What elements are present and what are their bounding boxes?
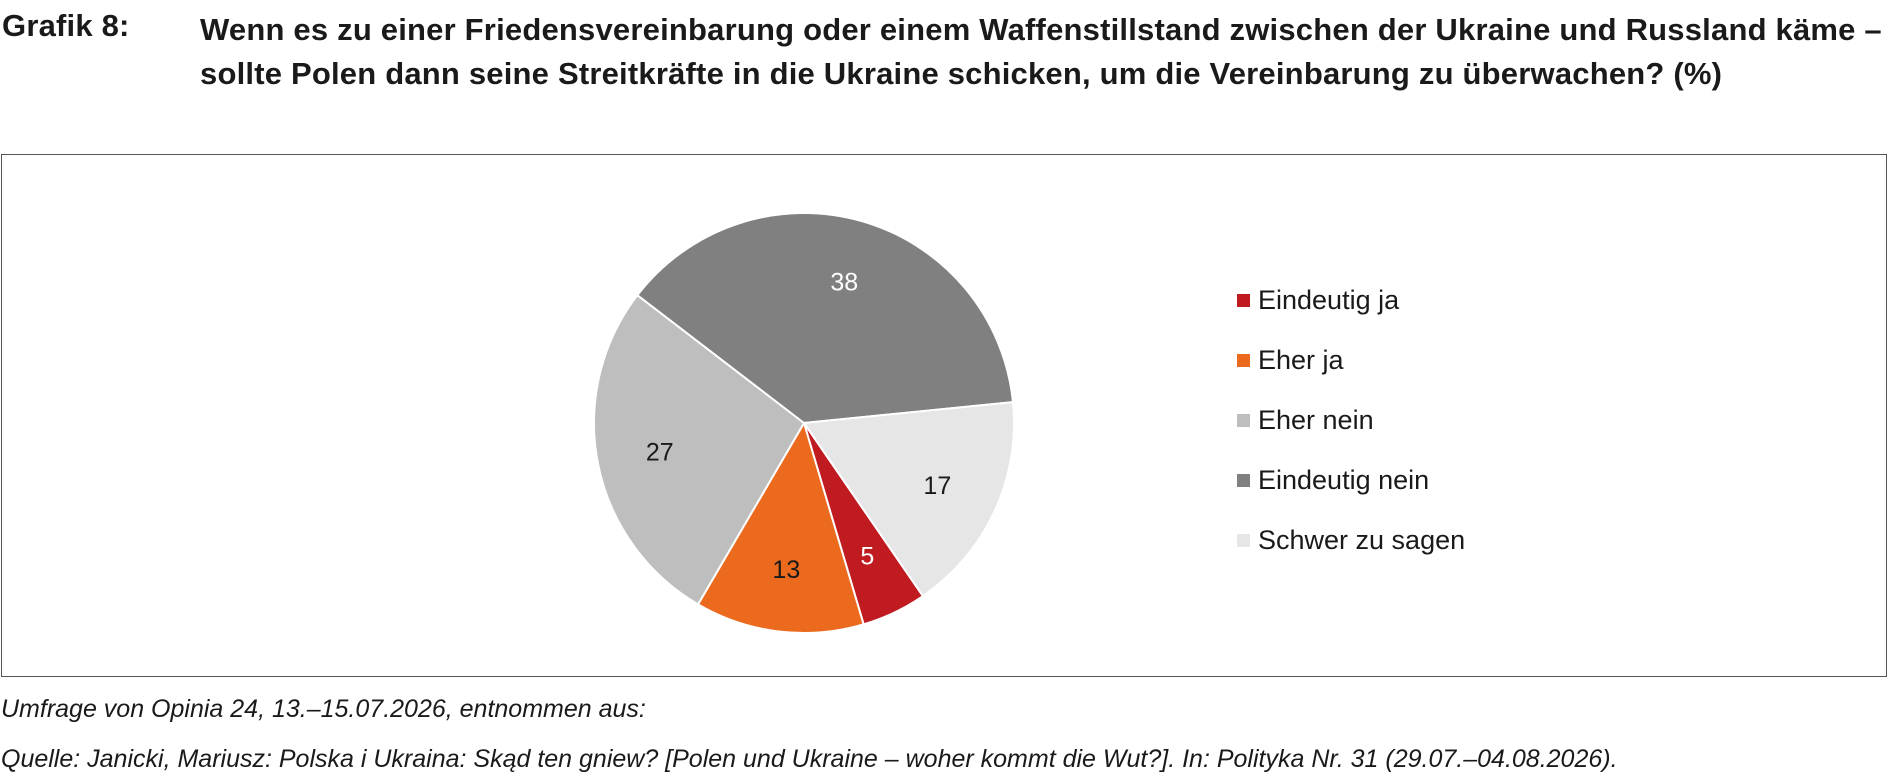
pie-slice-schwer-zu-sagen	[802, 401, 1015, 598]
legend-swatch	[1237, 474, 1250, 487]
legend-item-eindeutig-ja: Eindeutig ja	[1232, 280, 1632, 340]
pie-slice-eher-nein	[593, 293, 806, 606]
data-label-eher-nein: 27	[646, 438, 674, 466]
pie-slice-eindeutig-nein	[635, 212, 1015, 425]
legend-label: Eindeutig ja	[1258, 285, 1400, 315]
legend-label: Schwer zu sagen	[1258, 525, 1466, 555]
data-label-eindeutig-nein: 38	[830, 269, 858, 297]
legend: Eindeutig ja Eher ja Eher nein Eindeutig…	[1232, 280, 1632, 580]
legend-swatch	[1237, 414, 1250, 427]
legend-item-schwer-zu-sagen: Schwer zu sagen	[1232, 520, 1632, 580]
source-note: Quelle: Janicki, Mariusz: Polska i Ukrai…	[1, 745, 1618, 773]
pie-slice-eher-ja	[696, 420, 865, 634]
chart-frame: 5 13 27 38 17 Eindeutig ja Eher ja Eher nein…	[1, 154, 1887, 677]
legend-item-eher-nein: Eher nein	[1232, 400, 1632, 460]
legend-swatch	[1237, 354, 1250, 367]
figure-number: Grafik 8:	[2, 8, 130, 43]
chart-title: Wenn es zu einer Friedensvereinbarung od…	[200, 12, 1882, 91]
legend-swatch	[1237, 294, 1250, 307]
survey-note: Umfrage von Opinia 24, 13.–15.07.2026, e…	[1, 695, 646, 723]
legend-swatch	[1237, 534, 1250, 547]
pie-chart: 5 13 27 38 17	[593, 212, 1015, 634]
legend-label: Eher ja	[1258, 345, 1344, 375]
data-label-schwer-zu-sagen: 17	[923, 472, 951, 500]
legend-label: Eindeutig nein	[1258, 465, 1430, 495]
legend-item-eher-ja: Eher ja	[1232, 340, 1632, 400]
legend-label: Eher nein	[1258, 405, 1374, 435]
legend-item-eindeutig-nein: Eindeutig nein	[1232, 460, 1632, 520]
data-label-eindeutig-ja: 5	[860, 543, 874, 571]
data-label-eher-ja: 13	[772, 556, 800, 584]
